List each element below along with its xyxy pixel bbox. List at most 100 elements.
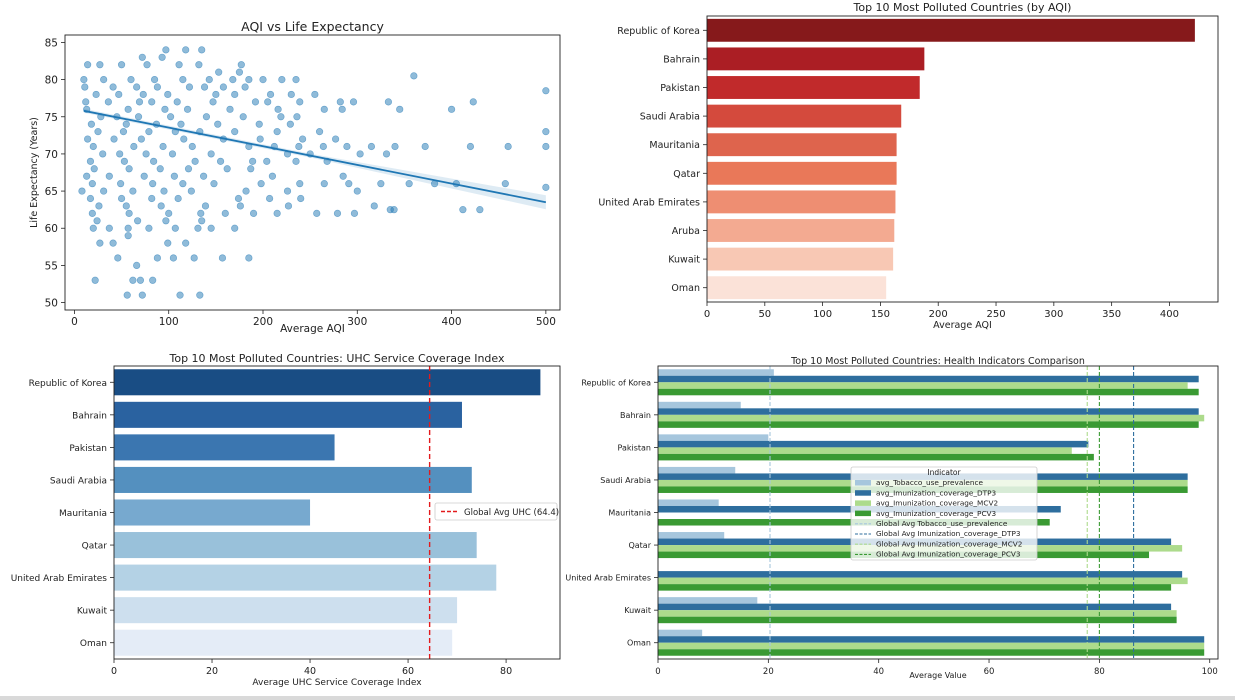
scatter-point bbox=[223, 165, 231, 173]
scatter-point bbox=[89, 142, 97, 151]
uhc-bar-chart: Top 10 Most Polluted Countries: UHC Serv… bbox=[11, 352, 561, 688]
health-bar bbox=[658, 603, 1172, 611]
scatter-point bbox=[179, 75, 187, 84]
health-bar bbox=[658, 414, 1205, 422]
scatter-point bbox=[170, 172, 178, 180]
scatter-point bbox=[160, 187, 168, 195]
scatter-point bbox=[117, 180, 125, 188]
scatter-point bbox=[212, 90, 220, 99]
scatter-point bbox=[396, 105, 404, 113]
aqi-bar bbox=[707, 18, 1195, 42]
aqi-x-tick-label: 200 bbox=[929, 309, 948, 320]
aqi-category-label: United Arab Emirates bbox=[598, 197, 700, 208]
aqi-category-label: Mauritania bbox=[649, 140, 700, 151]
scatter-point bbox=[133, 83, 141, 91]
aqi-category-label: Oman bbox=[671, 283, 700, 294]
scatter-point bbox=[266, 90, 275, 99]
window-bottom-border bbox=[0, 696, 1235, 700]
uhc-title: Top 10 Most Polluted Countries: UHC Serv… bbox=[168, 352, 504, 365]
health-bar bbox=[658, 636, 1205, 643]
scatter-point bbox=[167, 113, 175, 121]
scatter-point bbox=[229, 75, 237, 84]
scatter-y-tick-label: 80 bbox=[45, 75, 58, 87]
aqi-bar-chart: Top 10 Most Polluted Countries (by AQI) R… bbox=[598, 1, 1219, 331]
scatter-point bbox=[157, 202, 165, 210]
scatter-point bbox=[194, 224, 202, 232]
scatter-point bbox=[145, 224, 153, 232]
scatter-point bbox=[255, 120, 263, 128]
scatter-point bbox=[169, 254, 178, 262]
scatter-point bbox=[173, 98, 181, 106]
health-x-tick-label: 60 bbox=[984, 667, 995, 677]
scatter-point bbox=[197, 209, 205, 217]
scatter-point bbox=[207, 150, 215, 158]
scatter-point bbox=[130, 142, 138, 151]
aqi-x-tick-label: 150 bbox=[871, 309, 890, 320]
health-bar bbox=[658, 642, 1205, 650]
health-category-label: Qatar bbox=[628, 541, 651, 550]
aqi-bar bbox=[707, 104, 902, 128]
scatter-point bbox=[86, 194, 95, 203]
scatter-point bbox=[284, 202, 293, 210]
scatter-x-tick-label: 100 bbox=[159, 316, 179, 328]
aqi-bar bbox=[707, 276, 887, 300]
uhc-bar bbox=[114, 597, 458, 624]
scatter-point bbox=[104, 98, 112, 106]
health-bar bbox=[658, 532, 725, 539]
scatter-point bbox=[99, 150, 107, 158]
health-legend-label: avg_Tobacco_use_prevalence bbox=[876, 478, 983, 487]
scatter-points bbox=[78, 46, 550, 299]
scatter-point bbox=[78, 187, 86, 195]
health-x-tick-label: 40 bbox=[873, 667, 884, 677]
scatter-point bbox=[382, 150, 391, 158]
scatter-y-tick-label: 75 bbox=[45, 112, 58, 124]
scatter-point bbox=[459, 206, 467, 214]
aqi-x-tick-label: 300 bbox=[1044, 309, 1063, 320]
scatter-point bbox=[138, 53, 146, 61]
scatter-point bbox=[236, 202, 244, 210]
health-bar bbox=[658, 610, 1177, 617]
health-bar bbox=[658, 466, 736, 474]
scatter-y-tick-label: 85 bbox=[45, 37, 58, 49]
scatter-point bbox=[149, 180, 157, 188]
scatter-point bbox=[91, 276, 99, 284]
scatter-point bbox=[268, 172, 277, 180]
scatter-point bbox=[87, 120, 95, 128]
uhc-bar bbox=[114, 369, 541, 396]
scatter-point bbox=[339, 172, 347, 180]
scatter-point bbox=[142, 150, 150, 158]
scatter-point bbox=[185, 83, 194, 91]
scatter-chart: AQI vs Life Expectancy 0 100 200 300 400 500 50… bbox=[29, 19, 561, 335]
scatter-point bbox=[122, 202, 130, 210]
scatter-point bbox=[476, 206, 484, 214]
scatter-point bbox=[96, 61, 104, 69]
scatter-point bbox=[274, 105, 282, 113]
scatter-point bbox=[219, 83, 227, 91]
scatter-point bbox=[164, 90, 172, 99]
scatter-point bbox=[114, 254, 122, 262]
scatter-point bbox=[297, 194, 305, 203]
aqi-category-label: Aruba bbox=[672, 226, 700, 237]
aqi-bar bbox=[707, 190, 896, 214]
scatter-point bbox=[542, 87, 550, 95]
scatter-point bbox=[239, 113, 247, 121]
scatter-point bbox=[313, 209, 321, 217]
health-category-label: Mauritania bbox=[608, 509, 651, 518]
scatter-point bbox=[148, 194, 156, 203]
aqi-bar bbox=[707, 76, 920, 99]
aqi-category-label: Bahrain bbox=[663, 54, 700, 65]
health-bar bbox=[658, 421, 1199, 428]
scatter-point bbox=[377, 180, 385, 188]
scatter-point bbox=[264, 98, 272, 106]
scatter-point bbox=[100, 187, 108, 195]
scatter-y-tick-label: 70 bbox=[45, 149, 58, 161]
scatter-point bbox=[156, 165, 164, 173]
health-title: Top 10 Most Polluted Countries: Health I… bbox=[790, 356, 1085, 367]
scatter-point bbox=[105, 172, 113, 180]
aqi-bar bbox=[707, 161, 897, 185]
scatter-point bbox=[134, 113, 143, 121]
scatter-point bbox=[247, 165, 255, 173]
scatter-point bbox=[405, 180, 413, 188]
scatter-point bbox=[315, 128, 324, 136]
scatter-point bbox=[162, 46, 170, 54]
